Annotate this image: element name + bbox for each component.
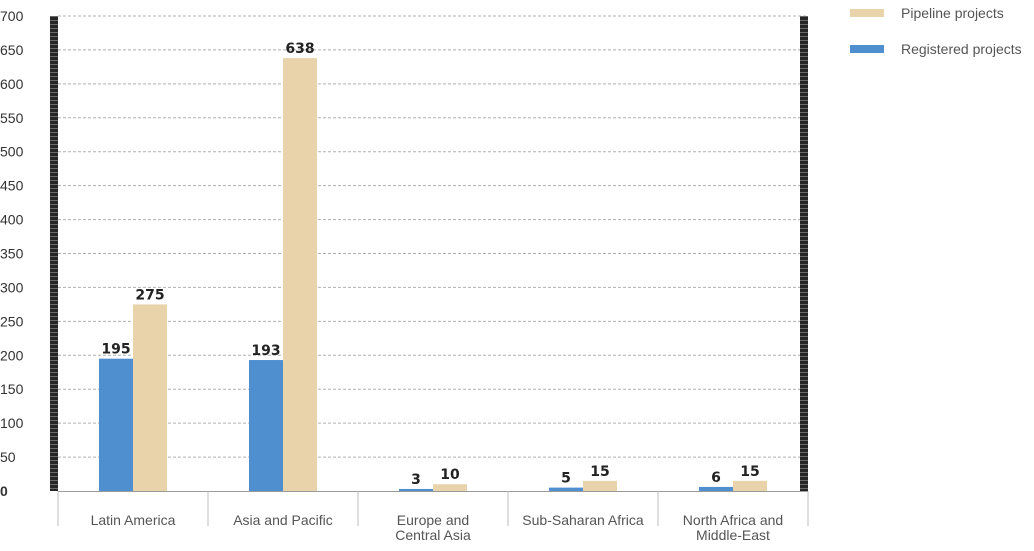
- y-tick-label: 650: [0, 42, 24, 58]
- data-label-pipeline: 10: [440, 467, 460, 483]
- y-tick-label: 50: [0, 449, 16, 465]
- y-tick-label: 550: [0, 110, 24, 126]
- x-category-label: Asia and Pacific: [233, 512, 333, 528]
- bar-pipeline: [283, 58, 317, 491]
- y-tick-label: 150: [0, 381, 24, 397]
- left-axis-band: [50, 16, 58, 491]
- data-label-registered: 6: [711, 470, 721, 486]
- data-label-pipeline: 15: [590, 464, 609, 480]
- bar-registered: [549, 487, 583, 491]
- bar-registered: [399, 488, 433, 491]
- y-tick-label: 100: [0, 415, 24, 431]
- y-tick-label: 700: [0, 8, 24, 24]
- y-tick-label: 300: [0, 279, 24, 295]
- data-label-pipeline: 15: [740, 464, 759, 480]
- data-label-registered: 3: [411, 472, 421, 488]
- bar-registered: [99, 358, 133, 491]
- legend-label-pipeline: Pipeline projects: [901, 5, 1004, 21]
- data-label-registered: 5: [561, 471, 571, 487]
- y-axis-ticks: 0 50 100 150 200 250 300 350 400 450 500 550 600 650 7…: [0, 8, 24, 499]
- y-tick-label: 250: [0, 313, 24, 329]
- bar-pipeline: [133, 304, 167, 491]
- gridlines: [58, 15, 808, 458]
- bar-pipeline: [583, 480, 617, 491]
- x-category-label: Latin America: [91, 512, 176, 528]
- data-label-pipeline: 638: [285, 41, 314, 57]
- bar-pipeline: [733, 480, 767, 491]
- x-category-label: Sub-Saharan Africa: [522, 512, 644, 528]
- y-tick-label: 450: [0, 178, 24, 194]
- y-tick-label: 0: [0, 483, 8, 499]
- y-tick-label: 200: [0, 347, 24, 363]
- data-label-pipeline: 275: [135, 287, 164, 303]
- y-tick-label: 350: [0, 246, 24, 262]
- right-axis-band: [800, 16, 808, 491]
- axis-bands: [50, 16, 808, 491]
- data-labels: 195 275 193 638 3 10 5 15 6 15: [101, 41, 759, 488]
- x-axis: Latin America Asia and Pacific Europe and C…: [57, 491, 809, 543]
- legend-swatch-registered: [850, 45, 884, 53]
- bar-registered: [249, 360, 283, 491]
- y-tick-label: 500: [0, 144, 24, 160]
- bar-pipeline: [433, 484, 467, 491]
- y-tick-label: 600: [0, 76, 24, 92]
- data-label-registered: 193: [251, 343, 280, 359]
- x-category-label: Europe and Central Asia: [395, 512, 471, 543]
- x-category-label: North Africa and Middle-East: [683, 512, 783, 543]
- y-tick-label: 400: [0, 212, 24, 228]
- legend-swatch-pipeline: [850, 9, 884, 17]
- data-label-registered: 195: [101, 342, 130, 358]
- bars: [99, 58, 767, 491]
- bar-registered: [699, 486, 733, 491]
- legend-label-registered: Registered projects: [901, 41, 1022, 57]
